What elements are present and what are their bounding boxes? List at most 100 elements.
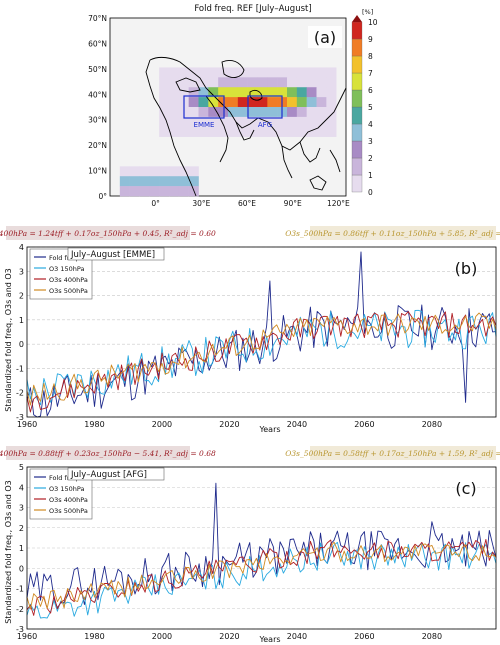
map-cell xyxy=(159,97,170,108)
map-cell xyxy=(237,77,248,88)
map-cell xyxy=(228,126,239,137)
map-cell xyxy=(198,107,209,118)
map-cell xyxy=(287,87,298,98)
map-cell xyxy=(169,97,180,108)
eq-right-box-c xyxy=(310,446,496,460)
map-cell xyxy=(247,97,258,108)
lat-tick-label: 10°N xyxy=(88,167,107,176)
map-cell xyxy=(237,107,248,118)
map-cell xyxy=(129,176,140,187)
map-cell xyxy=(267,77,278,88)
y-tick-label: -2 xyxy=(16,605,24,614)
map-cell xyxy=(178,186,189,197)
map-cell xyxy=(306,107,317,118)
map-cell xyxy=(277,87,288,98)
colorbar-arrow xyxy=(352,15,362,22)
series-line-o3s-400hpa xyxy=(26,311,497,413)
map-cell xyxy=(129,186,140,197)
map-cell xyxy=(198,87,209,98)
map-cell xyxy=(149,176,160,187)
map-cell xyxy=(237,87,248,98)
y-tick-label: -1 xyxy=(16,585,24,594)
map-cell xyxy=(159,107,170,118)
ylabel-c: Standardized fold freq., O3s and O3 xyxy=(4,480,13,624)
map-cell xyxy=(119,176,130,187)
colorbar-tick-label: 2 xyxy=(368,154,373,163)
colorbar-segment xyxy=(351,38,363,57)
legend-title-c: July–August [AFG] xyxy=(70,470,147,480)
eq-right-b: O3s_500hPa = 0.86tff + 0.11oz_150hPa + 5… xyxy=(285,229,500,238)
ylabel-b: Standardized fold freq., O3s and O3 xyxy=(4,268,13,412)
map-cell xyxy=(277,67,288,78)
map-cell xyxy=(326,87,337,98)
plot-frame xyxy=(26,466,497,630)
colorbar-segment xyxy=(351,55,363,74)
map-cell xyxy=(228,87,239,98)
map-cell xyxy=(257,97,268,108)
y-tick-label: 1 xyxy=(19,544,24,553)
map-cell xyxy=(228,107,239,118)
plot-area-c: -3 -2 -1 0 1 2 3 4 5 1960 1980 2000 2020 2040 2060 2080… xyxy=(16,463,497,641)
map-cell xyxy=(247,77,258,88)
x-tick-label: 2060 xyxy=(354,420,374,429)
map-cell xyxy=(208,67,219,78)
eq-right-c: O3s_500hPa = 0.58tff + 0.17oz_150hPa + 1… xyxy=(285,449,500,458)
map-cell xyxy=(228,77,239,88)
map-cell xyxy=(188,97,199,108)
y-tick-label: -3 xyxy=(16,625,24,634)
xlabel-c: Years xyxy=(258,635,280,644)
map-cell xyxy=(326,77,337,88)
map-cell xyxy=(306,87,317,98)
eq-left-c: O3s_400hPa = 0.88tff + 0.23oz_150hPa − 5… xyxy=(0,449,216,458)
lat-tick-label: 60°N xyxy=(88,39,107,48)
x-tick-label: 2040 xyxy=(287,632,307,641)
map-cell xyxy=(228,97,239,108)
colorbar-tick-label: 0 xyxy=(368,188,373,197)
map-cell xyxy=(267,107,278,118)
map-cell xyxy=(326,126,337,137)
map-cell xyxy=(326,67,337,78)
lon-tick-label: 30°E xyxy=(192,199,210,208)
map-cell xyxy=(188,116,199,128)
colorbar-unit: [%] xyxy=(362,8,373,16)
x-tick-label: 2080 xyxy=(422,420,442,429)
map-cell xyxy=(306,126,317,137)
colorbar-segment xyxy=(351,140,363,159)
legend-label: Fold freq. xyxy=(49,474,80,482)
map-cell xyxy=(218,116,229,128)
legend-label: O3s 500hPa xyxy=(49,287,88,295)
legend-label: O3s 400hPa xyxy=(49,276,88,284)
map-cell xyxy=(188,166,199,177)
map-cell xyxy=(218,97,229,108)
map-cell xyxy=(296,107,307,118)
map-cell xyxy=(228,116,239,128)
map-cell xyxy=(178,176,189,187)
chart-emme: O3s_400hPa = 1.24tff + 0.17oz_150hPa + 0… xyxy=(0,226,500,434)
series-line-o3s-500hpa xyxy=(26,312,497,406)
map-cell xyxy=(169,176,180,187)
map-cell xyxy=(208,87,219,98)
map-cell xyxy=(296,77,307,88)
lon-tick-label: 90°E xyxy=(284,199,302,208)
chart-afg: O3s_400hPa = 0.88tff + 0.23oz_150hPa − 5… xyxy=(0,446,500,644)
map-cell xyxy=(316,107,327,118)
map-cell xyxy=(277,116,288,128)
map-cell xyxy=(296,97,307,108)
colorbar-segment xyxy=(351,106,363,125)
panel-label-b: (b) xyxy=(455,259,478,278)
map-cell xyxy=(247,107,258,118)
legend: Fold freq. O3 150hPa O3s 400hPa O3s 500hPa xyxy=(29,248,93,300)
xlabel-b: Years xyxy=(258,425,280,434)
map-cell xyxy=(316,116,327,128)
map-cell xyxy=(306,67,317,78)
map-cell xyxy=(198,77,209,88)
eq-left-box-b xyxy=(6,226,190,240)
map-cell xyxy=(316,77,327,88)
map-cell xyxy=(316,67,327,78)
map-cell xyxy=(228,67,239,78)
map-cell xyxy=(119,186,130,197)
colorbar-tick-label: 4 xyxy=(368,120,373,129)
lat-tick-label: 40°N xyxy=(88,90,107,99)
colorbar-tick-label: 9 xyxy=(368,35,373,44)
afg-label: AFG xyxy=(258,121,272,129)
